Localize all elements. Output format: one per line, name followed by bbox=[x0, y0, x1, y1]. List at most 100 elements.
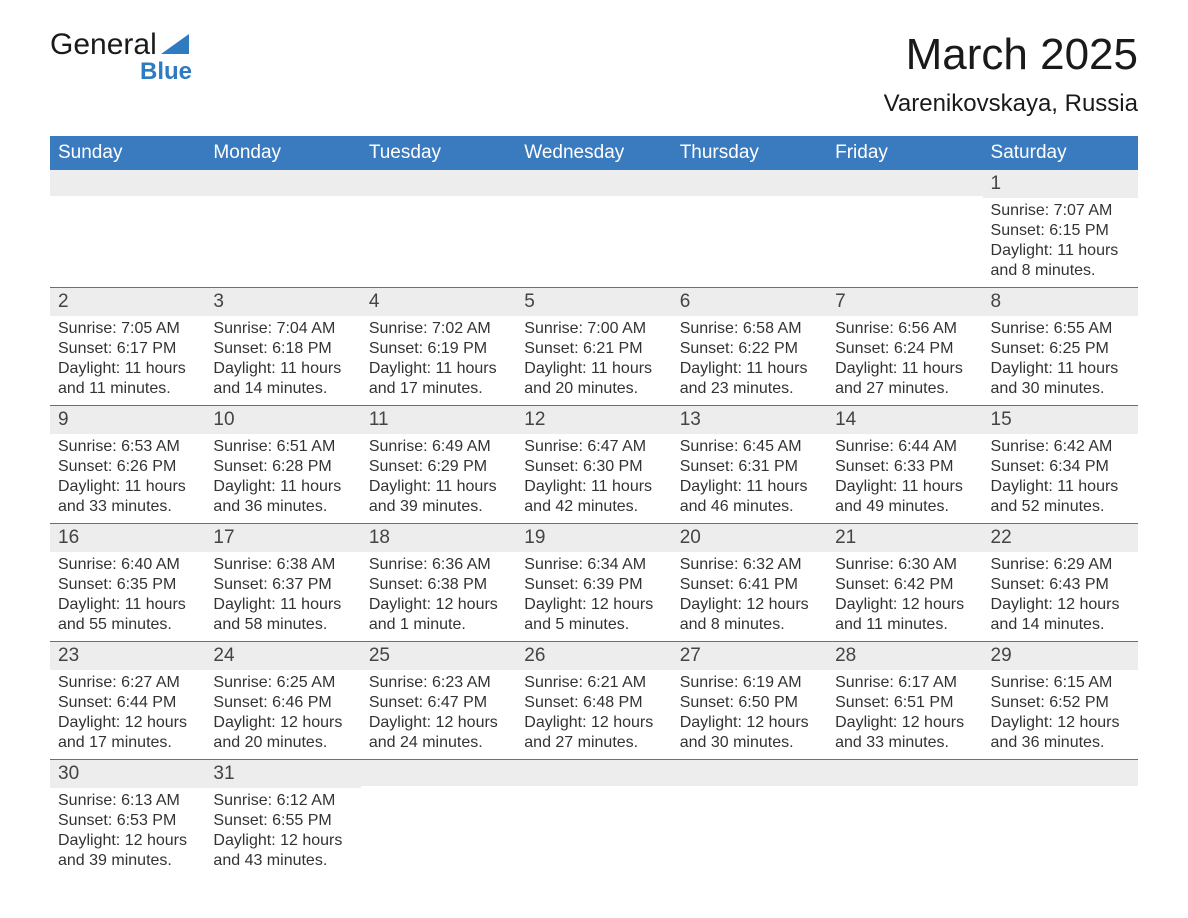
daylight-text: Daylight: 12 hours and 20 minutes. bbox=[213, 713, 352, 753]
calendar-day-cell: 2 Sunrise: 7:05 AMSunset: 6:17 PMDaylight… bbox=[50, 288, 205, 405]
calendar-day-cell: 25Sunrise: 6:23 AMSunset: 6:47 PMDayligh… bbox=[361, 642, 516, 759]
weekday-header: Tuesday bbox=[361, 136, 516, 170]
daylight-text: Daylight: 11 hours and 39 minutes. bbox=[369, 477, 508, 517]
day-content bbox=[361, 196, 516, 266]
day-number bbox=[516, 170, 671, 196]
brand-name-part2: Blue bbox=[140, 58, 192, 86]
sunset-text: Sunset: 6:50 PM bbox=[680, 693, 819, 713]
daylight-text: Daylight: 11 hours and 36 minutes. bbox=[213, 477, 352, 517]
day-number: 20 bbox=[672, 524, 827, 552]
weekday-header: Monday bbox=[205, 136, 360, 170]
day-number: 28 bbox=[827, 642, 982, 670]
weekday-header: Friday bbox=[827, 136, 982, 170]
sunset-text: Sunset: 6:21 PM bbox=[524, 339, 663, 359]
sunset-text: Sunset: 6:26 PM bbox=[58, 457, 197, 477]
calendar-day-cell bbox=[827, 760, 982, 877]
day-content: Sunrise: 6:58 AMSunset: 6:22 PMDaylight:… bbox=[672, 316, 827, 405]
sunrise-text: Sunrise: 7:02 AM bbox=[369, 319, 508, 339]
sunrise-text: Sunrise: 6:42 AM bbox=[991, 437, 1130, 457]
day-number bbox=[516, 760, 671, 786]
day-content: Sunrise: 6:25 AMSunset: 6:46 PMDaylight:… bbox=[205, 670, 360, 759]
day-number: 11 bbox=[361, 406, 516, 434]
calendar: SundayMondayTuesdayWednesdayThursdayFrid… bbox=[50, 136, 1138, 877]
calendar-day-cell: 1Sunrise: 7:07 AMSunset: 6:15 PMDaylight… bbox=[983, 170, 1138, 287]
sunset-text: Sunset: 6:33 PM bbox=[835, 457, 974, 477]
day-number: 23 bbox=[50, 642, 205, 670]
weekday-header: Thursday bbox=[672, 136, 827, 170]
header: General Blue March 2025 Varenikovskaya, … bbox=[50, 30, 1138, 118]
sunrise-text: Sunrise: 6:29 AM bbox=[991, 555, 1130, 575]
sunset-text: Sunset: 6:31 PM bbox=[680, 457, 819, 477]
daylight-text: Daylight: 11 hours and 42 minutes. bbox=[524, 477, 663, 517]
sunrise-text: Sunrise: 6:32 AM bbox=[680, 555, 819, 575]
sunrise-text: Sunrise: 7:05 AM bbox=[58, 319, 197, 339]
calendar-day-cell: 8Sunrise: 6:55 AMSunset: 6:25 PMDaylight… bbox=[983, 288, 1138, 405]
daylight-text: Daylight: 12 hours and 36 minutes. bbox=[991, 713, 1130, 753]
day-content: Sunrise: 6:47 AMSunset: 6:30 PMDaylight:… bbox=[516, 434, 671, 523]
daylight-text: Daylight: 11 hours and 11 minutes. bbox=[58, 359, 197, 399]
daylight-text: Daylight: 11 hours and 58 minutes. bbox=[213, 595, 352, 635]
sunset-text: Sunset: 6:42 PM bbox=[835, 575, 974, 595]
day-number bbox=[361, 170, 516, 196]
sunset-text: Sunset: 6:37 PM bbox=[213, 575, 352, 595]
calendar-day-cell: 27Sunrise: 6:19 AMSunset: 6:50 PMDayligh… bbox=[672, 642, 827, 759]
daylight-text: Daylight: 11 hours and 30 minutes. bbox=[991, 359, 1130, 399]
day-number: 2 bbox=[50, 288, 205, 316]
sunset-text: Sunset: 6:24 PM bbox=[835, 339, 974, 359]
sunrise-text: Sunrise: 6:25 AM bbox=[213, 673, 352, 693]
calendar-day-cell: 3Sunrise: 7:04 AMSunset: 6:18 PMDaylight… bbox=[205, 288, 360, 405]
calendar-day-cell bbox=[672, 760, 827, 877]
sunset-text: Sunset: 6:38 PM bbox=[369, 575, 508, 595]
sunset-text: Sunset: 6:15 PM bbox=[991, 221, 1130, 241]
day-content: Sunrise: 6:42 AMSunset: 6:34 PMDaylight:… bbox=[983, 434, 1138, 523]
daylight-text: Daylight: 12 hours and 30 minutes. bbox=[680, 713, 819, 753]
daylight-text: Daylight: 11 hours and 52 minutes. bbox=[991, 477, 1130, 517]
day-number bbox=[672, 170, 827, 196]
daylight-text: Daylight: 12 hours and 5 minutes. bbox=[524, 595, 663, 635]
brand-logo: General Blue bbox=[50, 30, 192, 86]
day-number: 12 bbox=[516, 406, 671, 434]
calendar-day-cell: 31Sunrise: 6:12 AMSunset: 6:55 PMDayligh… bbox=[205, 760, 360, 877]
day-content: Sunrise: 6:49 AMSunset: 6:29 PMDaylight:… bbox=[361, 434, 516, 523]
calendar-day-cell bbox=[516, 170, 671, 287]
daylight-text: Daylight: 11 hours and 20 minutes. bbox=[524, 359, 663, 399]
calendar-week: 23Sunrise: 6:27 AMSunset: 6:44 PMDayligh… bbox=[50, 642, 1138, 760]
day-content: Sunrise: 6:27 AMSunset: 6:44 PMDaylight:… bbox=[50, 670, 205, 759]
calendar-day-cell bbox=[361, 760, 516, 877]
day-content: Sunrise: 7:02 AMSunset: 6:19 PMDaylight:… bbox=[361, 316, 516, 405]
day-content: Sunrise: 6:56 AMSunset: 6:24 PMDaylight:… bbox=[827, 316, 982, 405]
day-number: 6 bbox=[672, 288, 827, 316]
calendar-day-cell bbox=[672, 170, 827, 287]
sunrise-text: Sunrise: 6:12 AM bbox=[213, 791, 352, 811]
sunset-text: Sunset: 6:43 PM bbox=[991, 575, 1130, 595]
sunrise-text: Sunrise: 6:53 AM bbox=[58, 437, 197, 457]
day-number: 5 bbox=[516, 288, 671, 316]
calendar-day-cell bbox=[516, 760, 671, 877]
day-content: Sunrise: 6:15 AMSunset: 6:52 PMDaylight:… bbox=[983, 670, 1138, 759]
day-content: Sunrise: 7:07 AMSunset: 6:15 PMDaylight:… bbox=[983, 198, 1138, 287]
sunrise-text: Sunrise: 6:27 AM bbox=[58, 673, 197, 693]
sunset-text: Sunset: 6:46 PM bbox=[213, 693, 352, 713]
daylight-text: Daylight: 12 hours and 17 minutes. bbox=[58, 713, 197, 753]
day-content: Sunrise: 6:30 AMSunset: 6:42 PMDaylight:… bbox=[827, 552, 982, 641]
sunrise-text: Sunrise: 6:49 AM bbox=[369, 437, 508, 457]
day-content bbox=[516, 786, 671, 856]
sunrise-text: Sunrise: 6:15 AM bbox=[991, 673, 1130, 693]
sunset-text: Sunset: 6:30 PM bbox=[524, 457, 663, 477]
day-number: 26 bbox=[516, 642, 671, 670]
day-number: 21 bbox=[827, 524, 982, 552]
calendar-day-cell: 26Sunrise: 6:21 AMSunset: 6:48 PMDayligh… bbox=[516, 642, 671, 759]
day-number bbox=[983, 760, 1138, 786]
daylight-text: Daylight: 12 hours and 11 minutes. bbox=[835, 595, 974, 635]
sunrise-text: Sunrise: 7:00 AM bbox=[524, 319, 663, 339]
calendar-day-cell: 29Sunrise: 6:15 AMSunset: 6:52 PMDayligh… bbox=[983, 642, 1138, 759]
day-content bbox=[672, 196, 827, 266]
day-content bbox=[205, 196, 360, 266]
sunrise-text: Sunrise: 6:44 AM bbox=[835, 437, 974, 457]
calendar-week: 16Sunrise: 6:40 AMSunset: 6:35 PMDayligh… bbox=[50, 524, 1138, 642]
calendar-day-cell: 21Sunrise: 6:30 AMSunset: 6:42 PMDayligh… bbox=[827, 524, 982, 641]
day-content: Sunrise: 6:19 AMSunset: 6:50 PMDaylight:… bbox=[672, 670, 827, 759]
sunset-text: Sunset: 6:17 PM bbox=[58, 339, 197, 359]
day-content: Sunrise: 6:38 AMSunset: 6:37 PMDaylight:… bbox=[205, 552, 360, 641]
daylight-text: Daylight: 11 hours and 8 minutes. bbox=[991, 241, 1130, 281]
